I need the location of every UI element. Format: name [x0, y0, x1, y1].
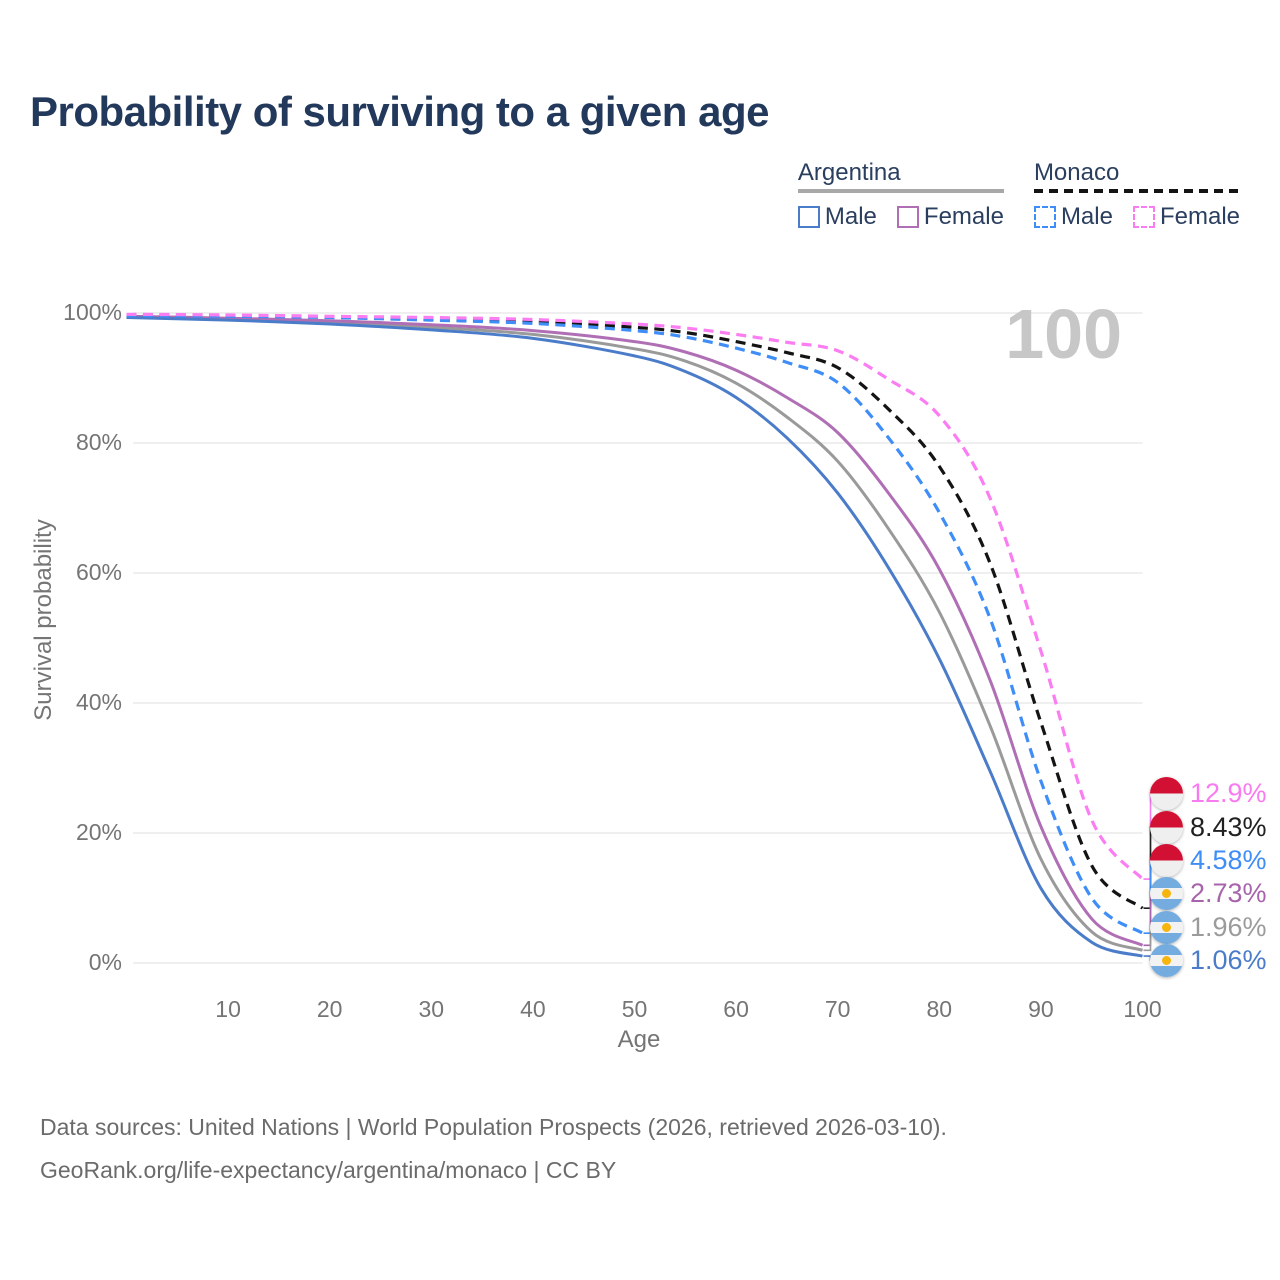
y-tick-label: 80% [75, 429, 122, 455]
end-label-value: 4.58% [1190, 844, 1267, 875]
legend-item-argentina-male[interactable]: Male [797, 203, 877, 231]
curve-monaco-total [126, 313, 1144, 910]
curve-argentina-total [126, 315, 1144, 952]
curve-argentina-female [126, 314, 1144, 947]
curve-monaco-female [126, 312, 1144, 881]
end-label-argentina-male: 1.06% [1150, 943, 1267, 977]
monaco-flag-icon [1150, 810, 1183, 844]
end-label-argentina-female: 2.73% [1150, 876, 1267, 910]
curve-argentina-male [126, 316, 1143, 958]
curve-monaco-male [126, 314, 1144, 935]
legend-item-monaco-male[interactable]: Male [1033, 203, 1113, 231]
end-label-value: 8.43% [1190, 811, 1267, 842]
y-tick-label: 40% [75, 689, 122, 715]
y-tick-label: 60% [75, 559, 122, 585]
legend-group-monaco: Monaco Male Female [1033, 159, 1240, 231]
legend-label: Male [1060, 203, 1113, 231]
attribution-line: GeoRank.org/life-expectancy/argentina/mo… [40, 1156, 617, 1183]
page-title: Probability of surviving to a given age [30, 88, 769, 135]
legend-item-monaco-female[interactable]: Female [1132, 203, 1240, 231]
legend-swatch-argentina-male[interactable] [797, 206, 820, 229]
y-tick-label: 20% [75, 819, 122, 845]
y-axis-title: Survival probability [30, 519, 57, 721]
x-tick-label: 80 [926, 996, 953, 1022]
legend-swatch-argentina-female[interactable] [896, 206, 919, 229]
y-tick-label: 0% [88, 949, 122, 975]
argentina-flag-icon [1150, 910, 1183, 944]
legend-country-argentina[interactable]: Argentina [797, 159, 1004, 194]
legend-swatch-monaco-female[interactable] [1132, 206, 1155, 229]
y-tick-label: 100% [63, 299, 122, 325]
end-label-monaco-female: 12.9% [1150, 776, 1267, 810]
x-tick-label: 100 [1123, 996, 1162, 1022]
legend-country-monaco[interactable]: Monaco [1033, 159, 1240, 194]
end-label-monaco-male: 4.58% [1150, 843, 1267, 877]
monaco-flag-icon [1150, 843, 1183, 877]
dashed-underline [1033, 189, 1240, 194]
x-tick-label: 40 [520, 996, 546, 1022]
argentina-flag-icon [1150, 876, 1183, 910]
end-label-argentina-total: 1.96% [1150, 910, 1267, 944]
x-tick-label: 50 [621, 996, 648, 1022]
legend: Argentina Male Female Monaco Male Female [797, 159, 1240, 231]
x-tick-label: 20 [316, 996, 343, 1022]
end-label-value: 12.9% [1190, 777, 1267, 808]
x-tick-label: 90 [1028, 996, 1054, 1022]
legend-label: Female [1159, 203, 1240, 231]
legend-label: Male [824, 203, 877, 231]
argentina-flag-icon [1150, 943, 1183, 977]
footer: Data sources: United Nations | World Pop… [40, 1106, 947, 1191]
solid-underline [797, 189, 1004, 194]
age-counter-watermark: 100 [1005, 295, 1122, 373]
end-label-monaco-total: 8.43% [1150, 810, 1267, 844]
x-tick-label: 10 [215, 996, 241, 1022]
end-label-value: 1.06% [1190, 944, 1267, 975]
legend-item-argentina-female[interactable]: Female [896, 203, 1004, 231]
end-label-value: 1.96% [1190, 911, 1267, 942]
end-label-value: 2.73% [1190, 877, 1267, 908]
monaco-flag-icon [1150, 776, 1183, 810]
x-axis-title: Age [617, 1026, 661, 1053]
legend-swatch-monaco-male[interactable] [1033, 206, 1056, 229]
x-tick-label: 30 [418, 996, 445, 1022]
legend-group-argentina: Argentina Male Female [797, 159, 1004, 231]
x-tick-label: 60 [723, 996, 749, 1022]
data-sources-line: Data sources: United Nations | World Pop… [40, 1114, 947, 1140]
x-tick-label: 70 [824, 996, 851, 1022]
legend-label: Female [923, 203, 1004, 231]
